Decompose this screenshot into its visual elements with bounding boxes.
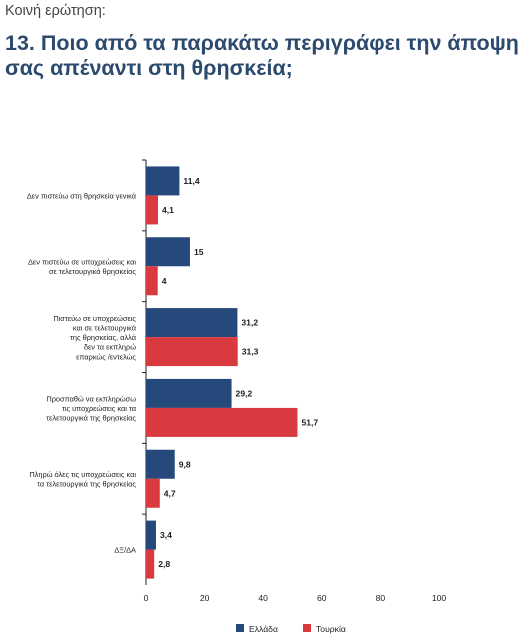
legend-label: Τουρκία	[316, 624, 346, 634]
x-tick-label: 60	[317, 593, 327, 603]
value-label: 3,4	[160, 530, 172, 540]
legend-swatch	[236, 624, 244, 632]
value-label: 31,3	[242, 347, 259, 357]
bar-Τουρκία	[146, 337, 238, 367]
category-label: Πιστεύω σε υποχρεώσεις και σε τελετουργικ…	[53, 314, 136, 361]
bar-Ελλάδα	[146, 449, 175, 479]
legend-swatch	[303, 624, 311, 632]
bar-Τουρκία	[146, 549, 155, 579]
x-tick-label: 20	[200, 593, 210, 603]
bar-Τουρκία	[146, 407, 298, 437]
bar-Τουρκία	[146, 478, 160, 508]
value-label: 51,7	[301, 417, 318, 427]
value-label: 4,7	[164, 488, 176, 498]
value-label: 15	[194, 247, 204, 257]
x-tick-label: 40	[258, 593, 268, 603]
category-label: ΔΞ/ΔΑ	[114, 546, 136, 555]
x-tick-label: 80	[376, 593, 386, 603]
value-label: 29,2	[236, 388, 253, 398]
bar-Ελλάδα	[146, 520, 156, 550]
x-tick-label: 0	[144, 593, 149, 603]
page-title: 13. Ποιο από τα παρακάτω περιγράφει την …	[5, 31, 519, 80]
value-label: 31,2	[241, 318, 258, 328]
bar-Ελλάδα	[146, 308, 238, 338]
bar-Τουρκία	[146, 266, 158, 296]
category-label: Πληρώ όλες τις υποχρεώσεις και τα τελετου…	[29, 470, 136, 489]
category-label: Δεν πιστεύω στη θρησκεία γενικά	[27, 191, 137, 200]
bar-Ελλάδα	[146, 378, 232, 408]
bar-Ελλάδα	[146, 237, 190, 267]
x-tick-label: 100	[432, 593, 447, 603]
value-label: 2,8	[158, 559, 170, 569]
value-label: 4	[162, 276, 167, 286]
bar-Ελλάδα	[146, 166, 180, 196]
category-label: Δεν πιστεύω σε υποχρεώσεις και σε τελετου…	[28, 257, 136, 276]
kicker-text: Κοινή ερώτηση:	[5, 3, 106, 19]
value-label: 11,4	[183, 176, 199, 186]
bar-Τουρκία	[146, 195, 159, 225]
value-label: 4,1	[162, 205, 174, 215]
value-label: 9,8	[179, 459, 191, 469]
category-label: Προσπαθώ να εκπληρώσω τις υποχρεώσεις και…	[46, 394, 136, 422]
legend-label: Ελλάδα	[249, 624, 278, 634]
